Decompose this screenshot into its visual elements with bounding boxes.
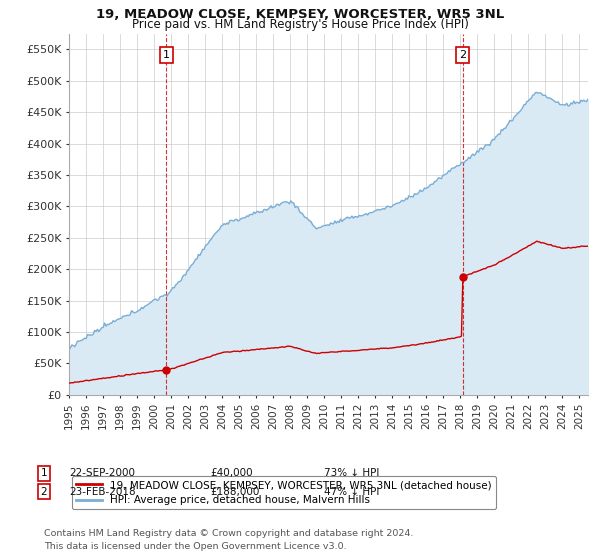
Text: 47% ↓ HPI: 47% ↓ HPI (324, 487, 379, 497)
Text: 2: 2 (459, 50, 466, 60)
Text: 73% ↓ HPI: 73% ↓ HPI (324, 468, 379, 478)
Text: 1: 1 (163, 50, 170, 60)
Text: 22-SEP-2000: 22-SEP-2000 (69, 468, 135, 478)
Text: 2: 2 (40, 487, 47, 497)
Text: Contains HM Land Registry data © Crown copyright and database right 2024.
This d: Contains HM Land Registry data © Crown c… (44, 529, 413, 550)
Text: 19, MEADOW CLOSE, KEMPSEY, WORCESTER, WR5 3NL: 19, MEADOW CLOSE, KEMPSEY, WORCESTER, WR… (96, 8, 504, 21)
Text: £188,000: £188,000 (210, 487, 259, 497)
Text: 1: 1 (40, 468, 47, 478)
Legend: 19, MEADOW CLOSE, KEMPSEY, WORCESTER, WR5 3NL (detached house), HPI: Average pri: 19, MEADOW CLOSE, KEMPSEY, WORCESTER, WR… (71, 476, 496, 510)
Text: 23-FEB-2018: 23-FEB-2018 (69, 487, 136, 497)
Text: £40,000: £40,000 (210, 468, 253, 478)
Text: Price paid vs. HM Land Registry's House Price Index (HPI): Price paid vs. HM Land Registry's House … (131, 18, 469, 31)
